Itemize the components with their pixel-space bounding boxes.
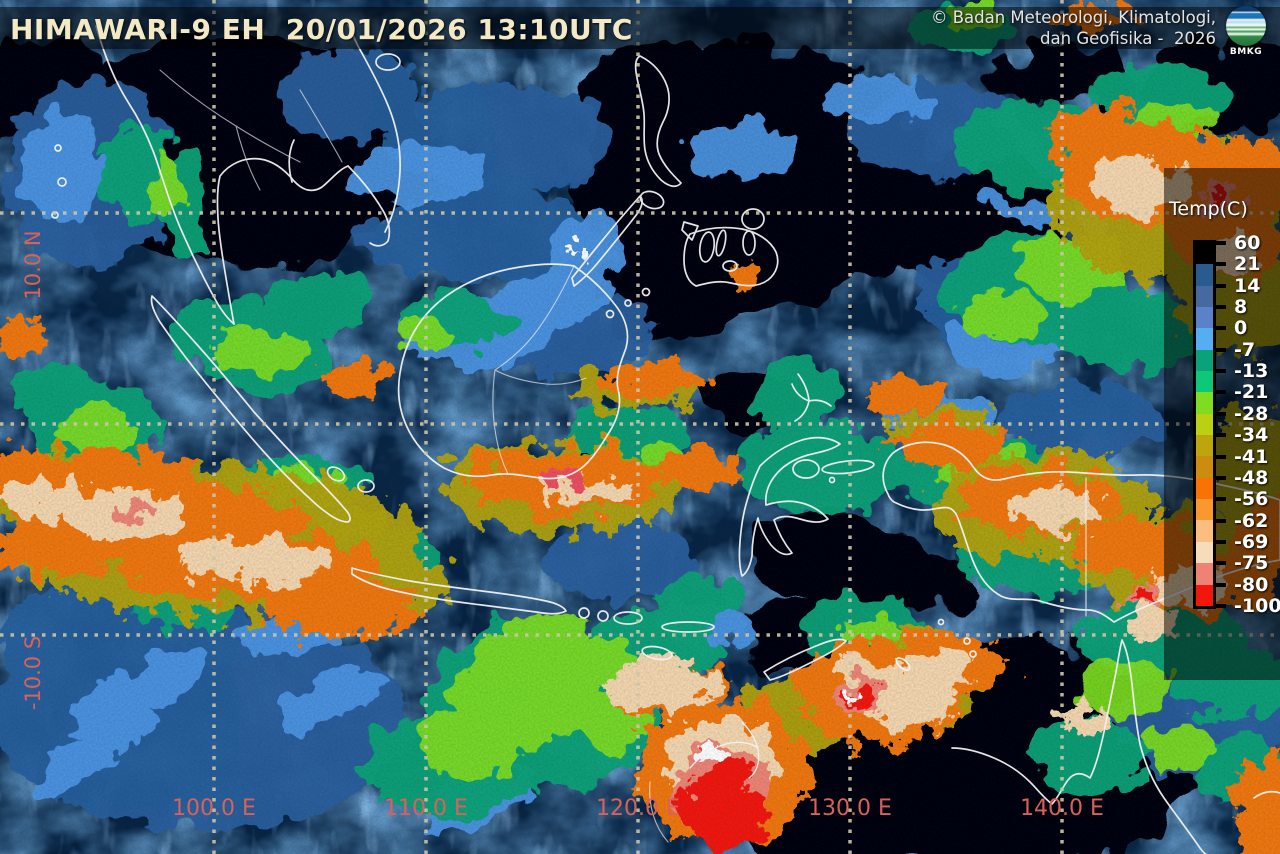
legend-tick-label: -34 [1234, 424, 1269, 447]
legend-color-segment [1196, 328, 1213, 350]
legend-tick-label: -69 [1234, 530, 1269, 553]
legend-tick-label: 21 [1234, 253, 1261, 276]
longitude-label: 140.0 E [1020, 796, 1104, 821]
bmkg-logo-globe-icon [1226, 6, 1266, 46]
legend-color-segment [1196, 435, 1213, 457]
legend-tick-label: 60 [1234, 232, 1261, 254]
legend-tick-label: -75 [1234, 552, 1269, 575]
legend-tick-label: -100 [1234, 594, 1280, 617]
legend-color-segment [1196, 541, 1213, 564]
image-title: HIMAWARI-9 EH 20/01/2026 13:10UTC [10, 13, 633, 46]
legend-tick [1213, 603, 1226, 608]
legend-tick-label: -80 [1234, 573, 1269, 596]
legend-tick [1213, 347, 1226, 352]
bmkg-logo: BMKG [1224, 6, 1268, 57]
credit-line-1: © Badan Meteorologi, Klimatologi, [930, 8, 1216, 27]
longitude-label: 110.0 E [384, 796, 468, 821]
legend-tick-label: -56 [1234, 488, 1269, 511]
latitude-label: 10.0 N [21, 230, 45, 300]
legend-tick [1213, 369, 1226, 374]
bmkg-logo-label: BMKG [1229, 47, 1263, 57]
legend-color-segment [1196, 392, 1213, 414]
legend-tick [1213, 518, 1226, 523]
legend-tick [1213, 539, 1226, 544]
longitude-label: 130.0 E [808, 796, 892, 821]
legend-tick [1213, 305, 1226, 310]
legend-tick [1213, 241, 1226, 245]
legend-tick-label: -41 [1234, 445, 1269, 468]
latitude-label: -10.0 S [21, 635, 45, 711]
legend-tick [1213, 497, 1226, 502]
legend-tick [1213, 454, 1226, 459]
legend-colorbar [1193, 240, 1216, 609]
longitude-label: 120.0 E [596, 796, 680, 821]
legend-tick [1213, 262, 1226, 267]
legend-tick-label: -13 [1234, 360, 1269, 383]
legend-tick-label: -62 [1234, 509, 1269, 532]
legend-tick-label: -7 [1234, 338, 1256, 361]
legend-tick [1213, 433, 1226, 438]
legend-tick [1213, 390, 1226, 395]
legend-tick-label: 8 [1234, 296, 1248, 319]
legend-tick [1213, 283, 1226, 288]
legend-tick [1213, 326, 1226, 331]
legend-color-segment [1196, 413, 1213, 436]
legend-tick [1213, 475, 1226, 480]
legend-color-segment [1196, 563, 1213, 585]
legend-color-segment [1196, 307, 1213, 329]
legend-color-segment [1196, 520, 1213, 542]
legend-tick [1213, 561, 1226, 566]
legend-tick-label: -48 [1234, 466, 1269, 489]
legend-color-segment [1196, 285, 1213, 308]
legend-tick-label: 0 [1234, 317, 1248, 340]
legend-tick [1213, 411, 1226, 416]
legend-color-segment [1196, 456, 1213, 478]
longitude-label: 100.0 E [172, 796, 256, 821]
legend-color-segment [1196, 264, 1213, 286]
coastlines [51, 23, 1280, 854]
legend-tick-label: 14 [1234, 274, 1261, 297]
legend-color-segment [1196, 584, 1213, 606]
legend-tick-label: -21 [1234, 381, 1269, 404]
legend-color-segment [1196, 349, 1213, 372]
credit-line-2: dan Geofisika - 2026 [1040, 29, 1216, 48]
legend-color-segment [1196, 243, 1213, 265]
title-backdrop [0, 7, 1280, 49]
legend-backdrop-shadow [1164, 168, 1280, 680]
legend-tick-label: -28 [1234, 402, 1269, 425]
legend-color-segment [1196, 499, 1213, 521]
temperature-legend: Temp(C) 60 21 14 8 0 -7 -13 -21 -28 -34 -41 -48 -56-… [1164, 168, 1280, 680]
legend-color-segment [1196, 477, 1213, 500]
credit-text: © Badan Meteorologi, Klimatologi, dan Geo… [931, 7, 1216, 49]
legend-title: Temp(C) [1169, 198, 1248, 220]
legend-tick [1213, 582, 1226, 587]
legend-color-segment [1196, 371, 1213, 393]
